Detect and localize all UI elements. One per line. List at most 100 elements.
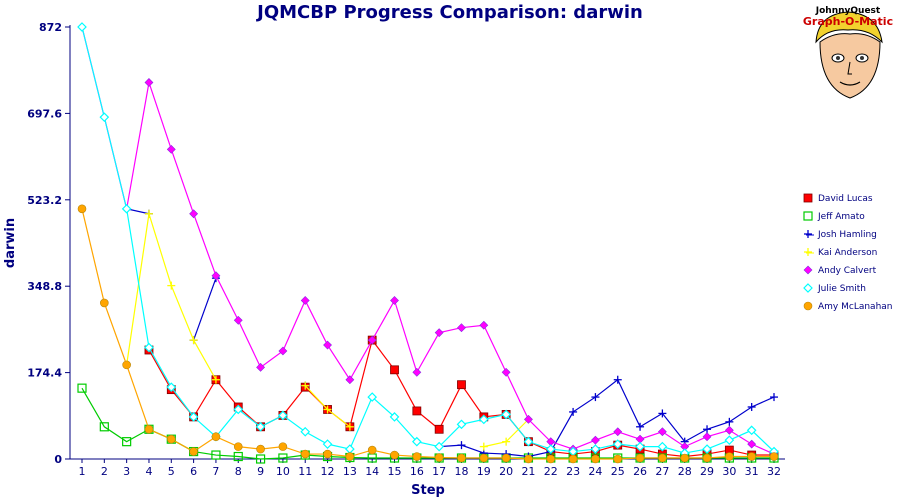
- series-andy-calvert: [77, 22, 779, 459]
- series-amy-mclanahan: [77, 204, 779, 464]
- series-line-josh-hamling: [193, 277, 217, 341]
- data-point-amy-mclanahan: [769, 452, 779, 461]
- data-point-amy-mclanahan: [390, 450, 399, 460]
- data-point-julie-smith: [255, 421, 266, 432]
- x-tick-label: 17: [432, 465, 446, 478]
- legend-label-julie-smith: Julie Smith: [817, 284, 866, 294]
- y-tick-label: 0: [54, 453, 62, 466]
- x-tick-label: 30: [722, 465, 736, 478]
- series-julie-smith: [77, 22, 779, 458]
- series-line-josh-hamling: [439, 378, 775, 458]
- legend-label-amy-mclanahan: Amy McLanahan: [818, 302, 893, 312]
- data-point-andy-calvert: [479, 320, 489, 330]
- data-point-david-lucas: [434, 424, 444, 434]
- data-point-josh-hamling: [569, 407, 578, 416]
- x-tick-label: 14: [365, 465, 379, 478]
- data-point-julie-smith: [389, 412, 400, 422]
- x-tick-label: 6: [190, 465, 197, 478]
- x-tick-label: 3: [123, 465, 130, 478]
- x-tick-label: 13: [343, 465, 357, 478]
- data-point-julie-smith: [501, 409, 511, 420]
- legend-label-andy-calvert: Andy Calvert: [818, 266, 877, 276]
- data-point-amy-mclanahan: [278, 442, 288, 451]
- data-point-andy-calvert: [390, 296, 399, 305]
- data-point-jeff-amato: [278, 453, 288, 463]
- series-line-amy-mclanahan: [81, 208, 774, 460]
- data-point-amy-mclanahan: [501, 453, 511, 463]
- chart-title: JQMCBP Progress Comparison: darwin: [257, 2, 643, 23]
- legend-item-david-lucas: David Lucas: [803, 193, 873, 204]
- data-point-amy-mclanahan: [166, 434, 176, 444]
- legend-marker-jeff-amato: [803, 211, 813, 221]
- x-tick-label: 24: [588, 465, 602, 478]
- legend-label-jeff-amato: Jeff Amato: [817, 212, 865, 222]
- data-point-julie-smith: [121, 203, 132, 214]
- data-point-amy-mclanahan: [345, 452, 355, 461]
- x-tick-label: 5: [168, 465, 175, 478]
- data-point-julie-smith: [478, 414, 489, 425]
- chart-series: [77, 22, 779, 464]
- data-point-andy-calvert: [524, 414, 533, 424]
- data-point-andy-calvert: [256, 362, 266, 372]
- data-point-andy-calvert: [189, 209, 199, 219]
- data-point-jeff-amato: [211, 450, 221, 460]
- data-point-julie-smith: [144, 342, 154, 353]
- data-point-julie-smith: [545, 444, 556, 454]
- data-point-kai-anderson: [301, 381, 310, 390]
- x-tick-label: 28: [678, 465, 692, 478]
- x-tick-label: 31: [745, 465, 759, 478]
- data-point-josh-hamling: [457, 441, 466, 450]
- data-point-andy-calvert: [166, 144, 176, 154]
- data-point-kai-anderson: [479, 442, 488, 451]
- logo-text-line2: Graph-O-Matic: [802, 15, 894, 28]
- y-tick-label: 348.8: [27, 280, 62, 293]
- data-point-amy-mclanahan: [524, 454, 533, 464]
- legend-marker-julie-smith: [803, 283, 813, 293]
- data-point-julie-smith: [434, 441, 445, 452]
- legend-marker-david-lucas: [803, 193, 813, 203]
- y-tick-label: 872: [39, 21, 62, 34]
- data-point-andy-calvert: [278, 346, 288, 356]
- data-point-amy-mclanahan: [546, 454, 556, 464]
- data-point-julie-smith: [233, 404, 244, 415]
- data-point-kai-anderson: [167, 281, 176, 290]
- data-point-josh-hamling: [747, 402, 756, 411]
- data-point-andy-calvert: [211, 271, 221, 281]
- data-point-andy-calvert: [345, 375, 355, 385]
- x-tick-label: 27: [655, 465, 669, 478]
- data-point-jeff-amato: [233, 451, 243, 462]
- johnny-quest-logo: [815, 11, 883, 99]
- x-tick-label: 15: [388, 465, 402, 478]
- x-axis-label: Step: [411, 483, 445, 498]
- x-tick-label: 20: [499, 465, 513, 478]
- data-point-amy-mclanahan: [457, 453, 466, 463]
- data-point-andy-calvert: [724, 425, 734, 435]
- legend-marker-josh-hamling: [804, 230, 812, 238]
- data-point-josh-hamling: [658, 409, 667, 418]
- data-point-andy-calvert: [457, 323, 466, 333]
- x-tick-label: 25: [611, 465, 625, 478]
- data-point-julie-smith: [411, 436, 422, 447]
- data-point-kai-anderson: [211, 375, 220, 384]
- data-point-julie-smith: [523, 436, 534, 447]
- data-point-david-lucas: [412, 406, 422, 416]
- legend-item-kai-anderson: Kai Anderson: [804, 248, 877, 258]
- data-point-julie-smith: [456, 419, 467, 430]
- data-point-julie-smith: [345, 444, 355, 454]
- data-point-andy-calvert: [412, 367, 422, 377]
- x-tick-label: 7: [212, 465, 219, 478]
- chart-legend: David Lucas Jeff Amato Josh Hamling Kai And…: [803, 193, 893, 312]
- data-point-andy-calvert: [747, 439, 757, 449]
- data-point-julie-smith: [367, 392, 378, 402]
- legend-label-david-lucas: David Lucas: [818, 194, 873, 204]
- x-tick-label: 26: [633, 465, 647, 478]
- x-tick-label: 16: [410, 465, 424, 478]
- logo-text-line1: JohnnyQuest: [815, 6, 881, 16]
- data-point-amy-mclanahan: [635, 453, 645, 463]
- x-tick-label: 21: [521, 465, 535, 478]
- x-tick-label: 9: [257, 465, 264, 478]
- data-point-julie-smith: [166, 382, 177, 393]
- data-point-amy-mclanahan: [211, 432, 221, 442]
